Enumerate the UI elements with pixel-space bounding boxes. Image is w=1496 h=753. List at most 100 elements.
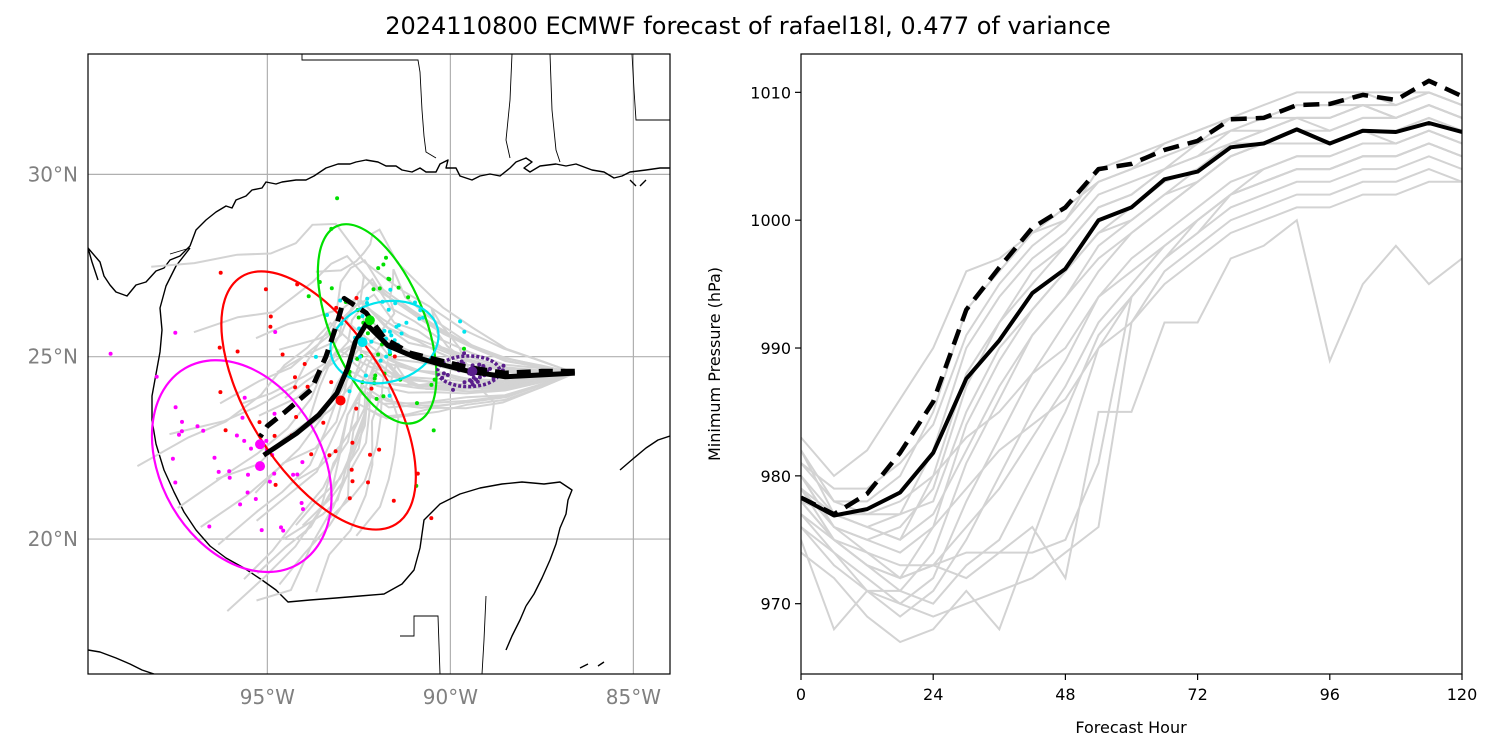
member-track [215, 344, 575, 481]
ensemble-point [354, 406, 359, 411]
ensemble-point [281, 528, 286, 533]
ensemble-point [501, 363, 506, 368]
ensemble-point [377, 286, 382, 291]
pressure-member-line [801, 91, 1462, 490]
pressure-mean-lines [801, 78, 1462, 518]
ensemble-point [212, 455, 217, 460]
pressure-frame [800, 53, 1463, 675]
ensemble-point [396, 285, 401, 290]
x-axis-label: Forecast Hour [1075, 718, 1187, 737]
ensemble-point [173, 480, 178, 485]
ensemble-point [365, 301, 369, 305]
ensemble-point [264, 438, 269, 443]
ensemble-point [347, 389, 352, 394]
ensemble-point [302, 362, 307, 366]
ensemble-point [374, 396, 379, 401]
track-map-panel: 95°W 90°W 85°W 30°N 25°N 20°N [28, 53, 671, 709]
pacific-mexico-coast [88, 649, 155, 674]
pressure-member-lines [801, 91, 1462, 644]
ensemble-point [462, 346, 466, 351]
ensemble-point [154, 374, 159, 379]
florida-border [631, 54, 670, 121]
ensemble-point [335, 196, 340, 201]
y-tick-label: 1010 [750, 83, 791, 102]
ensemble-point [242, 395, 247, 400]
ensemble-point [272, 471, 277, 476]
ensemble-point [418, 308, 423, 313]
pressure-member-line [801, 142, 1462, 516]
ensemble-point [451, 387, 455, 392]
ensemble-point [177, 432, 181, 437]
y-tick-label: 970 [760, 595, 791, 614]
lat-tick-label: 25°N [28, 345, 78, 369]
ensemble-point [327, 453, 332, 458]
ensemble-point [227, 469, 232, 474]
ensemble-point [389, 333, 394, 338]
pressure-member-line [801, 142, 1462, 632]
y-axis-label: Minimum Pressure (hPa) [705, 267, 724, 461]
ensemble-point [415, 401, 419, 406]
ensemble-point [365, 331, 370, 336]
ensemble-point [246, 472, 250, 477]
ellipse-center-point [255, 461, 266, 472]
ensemble-point [257, 420, 262, 425]
pressure-member-line [801, 116, 1462, 580]
ensemble-point [253, 497, 258, 501]
ensemble-point [329, 286, 334, 291]
ensemble-point [429, 382, 434, 387]
ensemble-point [365, 296, 370, 301]
louisiana-mississippi-border [505, 54, 513, 159]
figure-title: 2024110800 ECMWF forecast of rafael18l, … [385, 12, 1111, 40]
ellipse-center-point [255, 439, 266, 450]
ensemble-point [360, 314, 365, 319]
ensemble-point [421, 315, 426, 320]
ensemble-point [329, 380, 334, 385]
ensemble-point [347, 496, 352, 501]
ensemble-point [349, 467, 354, 472]
ensemble-point [245, 490, 250, 495]
ensemble-point [234, 433, 239, 438]
x-tick-label: 24 [923, 685, 943, 704]
ellipse-center-point [357, 337, 368, 348]
state-borders [169, 54, 670, 674]
ensemble-point [431, 428, 436, 433]
pressure-member-line [801, 116, 1462, 593]
pressure-member-line [801, 155, 1462, 580]
ensemble-point [170, 456, 175, 461]
lat-tick-label: 30°N [28, 162, 78, 186]
pressure-mean-solid [801, 121, 1462, 518]
ensemble-point [392, 354, 397, 359]
pressure-member-line [801, 104, 1462, 541]
ensemble-point [488, 366, 492, 371]
ensemble-point [249, 446, 253, 451]
ensemble-point [333, 449, 338, 454]
ensemble-point [268, 324, 273, 329]
pressure-member-line [801, 129, 1462, 605]
ensemble-point [240, 415, 245, 420]
ensemble-point [354, 296, 359, 300]
ensemble-point [387, 393, 392, 398]
pressure-member-line [801, 91, 1462, 478]
lon-tick-label: 90°W [423, 685, 478, 709]
yucatan-east-coast [505, 605, 527, 651]
ensemble-point [272, 433, 277, 438]
pressure-member-line [801, 104, 1462, 541]
ensemble-point [369, 339, 374, 344]
ensemble-point [441, 371, 446, 376]
ensemble-point [180, 419, 184, 424]
ensemble-point [321, 420, 326, 425]
member-track [243, 372, 576, 580]
ensemble-point [376, 266, 381, 271]
ensemble-point [305, 384, 310, 389]
ensemble-point [404, 320, 409, 325]
ensemble-point [393, 301, 398, 306]
ensemble-point [406, 295, 411, 300]
ellipse-center-point [364, 315, 375, 326]
ensemble-point [462, 351, 467, 356]
member-track [217, 370, 576, 546]
ellipse-center-point [467, 366, 478, 377]
ensemble-point [217, 345, 222, 350]
ensemble-point [280, 352, 285, 357]
ensemble-point [218, 270, 223, 275]
ensemble-point [377, 447, 382, 452]
